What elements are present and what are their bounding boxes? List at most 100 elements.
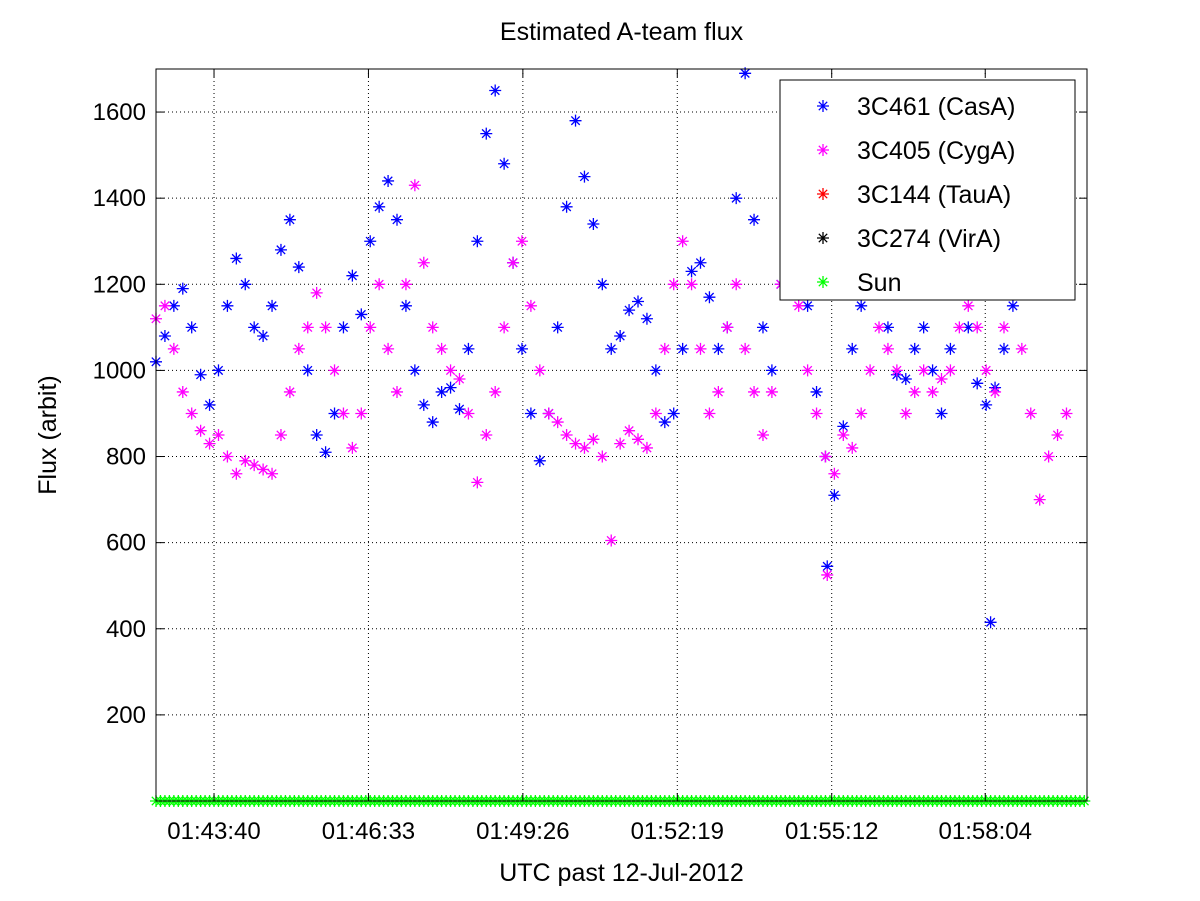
data-point <box>971 377 984 390</box>
legend-marker <box>817 232 829 244</box>
data-point <box>962 299 975 312</box>
x-tick-label: 01:55:12 <box>785 818 878 845</box>
data-point <box>346 269 359 282</box>
data-point <box>266 299 279 312</box>
data-point <box>846 441 859 454</box>
data-point <box>337 321 350 334</box>
data-point <box>632 295 645 308</box>
data-point <box>158 299 171 312</box>
data-point <box>837 429 850 441</box>
data-point <box>203 398 216 411</box>
data-point <box>355 407 368 420</box>
axis-ticks: 01:43:40 01:46:33 01:49:26 01:52:19 01:55:12… <box>93 69 1087 845</box>
legend: 3C461 (CasA) 3C405 (CygA) 3C144 (TauA) 3C27… <box>779 79 1076 301</box>
legend-marker <box>817 144 829 156</box>
data-point <box>515 235 528 248</box>
data-point <box>1042 450 1055 463</box>
data-point <box>185 321 198 334</box>
data-point <box>319 321 332 334</box>
data-point <box>953 321 966 334</box>
data-point <box>328 364 341 377</box>
data-point <box>748 385 761 398</box>
data-point <box>274 243 287 256</box>
data-point <box>462 342 475 355</box>
data-point <box>239 454 252 467</box>
data-point <box>730 192 743 205</box>
data-point <box>873 321 886 334</box>
data-point <box>703 407 716 420</box>
data-point <box>828 467 841 480</box>
data-point <box>756 429 769 441</box>
data-point <box>596 450 609 463</box>
data-point <box>821 568 834 581</box>
data-point <box>248 321 261 334</box>
data-point <box>694 342 707 355</box>
data-point <box>194 424 207 437</box>
data-point <box>391 213 404 226</box>
data-point <box>462 407 475 420</box>
data-point <box>649 407 662 420</box>
data-point <box>748 213 761 226</box>
data-point <box>881 321 894 334</box>
data-point <box>614 437 627 450</box>
data-point <box>221 299 234 312</box>
data-point <box>212 429 225 441</box>
data-point <box>176 282 189 295</box>
y-tick-label: 200 <box>106 702 146 729</box>
data-point <box>801 364 814 377</box>
data-point <box>257 463 270 476</box>
data-point <box>221 450 234 463</box>
data-point <box>212 364 225 377</box>
data-point <box>971 321 984 334</box>
data-point <box>399 299 412 312</box>
data-point <box>1006 299 1019 312</box>
data-point <box>821 560 834 573</box>
data-point <box>444 381 457 394</box>
data-point <box>167 342 180 355</box>
data-point <box>997 321 1010 334</box>
data-point <box>569 114 582 127</box>
data-point <box>346 441 359 454</box>
data-point <box>560 429 573 441</box>
data-point <box>694 256 707 269</box>
data-point <box>310 286 323 299</box>
data-point <box>382 342 395 355</box>
data-point <box>1024 407 1037 420</box>
data-point <box>703 291 716 304</box>
data-point <box>292 342 305 355</box>
y-tick-label: 400 <box>106 616 146 643</box>
data-point <box>632 433 645 446</box>
data-point <box>997 342 1010 355</box>
data-point <box>417 398 430 411</box>
x-tick-label: 01:43:40 <box>167 818 260 845</box>
data-point <box>658 416 671 429</box>
data-point <box>712 385 725 398</box>
data-point <box>373 278 386 291</box>
data-point <box>471 235 484 248</box>
data-point <box>792 299 805 312</box>
data-point <box>489 84 502 97</box>
data-point <box>391 385 404 398</box>
data-point <box>846 342 859 355</box>
data-point <box>756 321 769 334</box>
data-point <box>837 420 850 433</box>
legend-box <box>779 79 1076 301</box>
data-point <box>230 467 243 480</box>
legend-label: 3C461 (CasA) <box>857 93 1015 121</box>
legend-marker <box>817 100 829 112</box>
data-point <box>203 437 216 450</box>
data-point <box>605 342 618 355</box>
legend-label: Sun <box>857 269 901 297</box>
data-point <box>926 364 939 377</box>
data-point <box>266 467 279 480</box>
data-point <box>989 385 1002 398</box>
data-point <box>944 364 957 377</box>
data-point <box>515 342 528 355</box>
data-point <box>498 157 511 170</box>
data-point <box>230 252 243 265</box>
data-point <box>917 364 930 377</box>
data-point <box>712 342 725 355</box>
data-point <box>426 321 439 334</box>
data-point <box>855 407 868 420</box>
data-point <box>301 364 314 377</box>
